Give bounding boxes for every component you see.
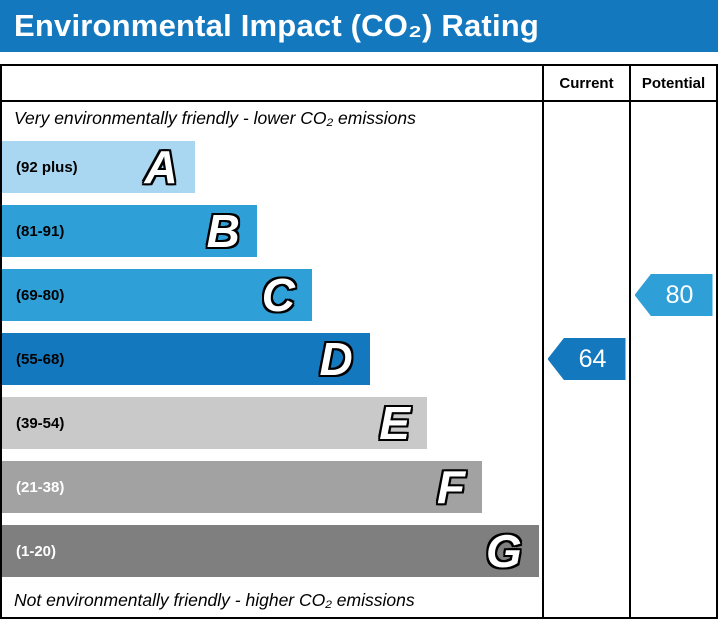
- potential-column-cell: [629, 391, 716, 455]
- band-row-e: (39-54) E: [2, 391, 716, 455]
- potential-column-cell: [629, 455, 716, 519]
- potential-column-cell: [629, 519, 716, 583]
- bottom-note: Not environmentally friendly - higher CO…: [14, 589, 415, 610]
- potential-rating-value: 80: [665, 280, 694, 309]
- band-c-letter: C: [261, 269, 295, 321]
- band-row-c: (69-80) C 80: [2, 263, 716, 327]
- band-f-bar: (21-38) F: [2, 461, 483, 513]
- band-row-b: (81-91) B: [2, 199, 716, 263]
- band-e-letter: E: [379, 397, 410, 449]
- potential-column-cell: [629, 583, 716, 617]
- band-b-letter: B: [206, 205, 240, 257]
- band-c-range-label: (69-80): [16, 286, 65, 304]
- rating-table: Current Potential Very environmentally f…: [0, 64, 718, 619]
- current-column-cell: [542, 519, 629, 583]
- band-d-range-label: (55-68): [16, 350, 65, 368]
- potential-column-cell: [629, 135, 716, 199]
- band-b-range-label: (81-91): [16, 222, 65, 240]
- potential-column-header: Potential: [629, 66, 716, 100]
- band-row-f: (21-38) F: [2, 455, 716, 519]
- current-column-cell: [542, 391, 629, 455]
- current-column-header: Current: [542, 66, 629, 100]
- band-g-letter: G: [485, 525, 522, 577]
- current-column-cell: [542, 263, 629, 327]
- header-spacer: [2, 66, 542, 100]
- current-arrow: 64: [547, 338, 626, 380]
- current-column-cell: 64: [542, 327, 629, 391]
- band-e-range-label: (39-54): [16, 414, 65, 432]
- chart-title: Environmental Impact (CO₂) Rating: [14, 8, 540, 43]
- current-rating-value: 64: [578, 344, 607, 373]
- potential-column-cell: 80: [629, 263, 716, 327]
- band-f-letter: F: [436, 461, 466, 513]
- band-row-d: (55-68) D 64: [2, 327, 716, 391]
- current-column-cell: [542, 455, 629, 519]
- top-note-row: Very environmentally friendly - lower CO…: [2, 102, 716, 135]
- band-f-range-label: (21-38): [16, 478, 65, 496]
- band-a-bar: (92 plus) A: [2, 141, 195, 193]
- potential-column-cell: [629, 102, 716, 135]
- band-b-bar: (81-91) B: [2, 205, 257, 257]
- band-d-letter: D: [319, 333, 353, 385]
- band-a-letter: A: [144, 141, 178, 193]
- potential-column-cell: [629, 327, 716, 391]
- potential-arrow: 80: [634, 274, 713, 316]
- header-row: Current Potential: [2, 66, 716, 102]
- bottom-note-row: Not environmentally friendly - higher CO…: [2, 583, 716, 617]
- band-a-range-label: (92 plus): [16, 158, 78, 176]
- band-row-a: (92 plus) A: [2, 135, 716, 199]
- current-column-cell: [542, 135, 629, 199]
- potential-column-cell: [629, 199, 716, 263]
- top-note: Very environmentally friendly - lower CO…: [14, 108, 416, 128]
- band-g-bar: (1-20) G: [2, 525, 539, 577]
- current-column-cell: [542, 199, 629, 263]
- band-row-g: (1-20) G: [2, 519, 716, 583]
- band-g-range-label: (1-20): [16, 542, 57, 560]
- chart-title-bar: Environmental Impact (CO₂) Rating: [0, 0, 718, 52]
- band-c-bar: (69-80) C: [2, 269, 312, 321]
- current-column-cell: [542, 583, 629, 617]
- band-d-bar: (55-68) D: [2, 333, 370, 385]
- current-column-cell: [542, 102, 629, 135]
- band-e-bar: (39-54) E: [2, 397, 427, 449]
